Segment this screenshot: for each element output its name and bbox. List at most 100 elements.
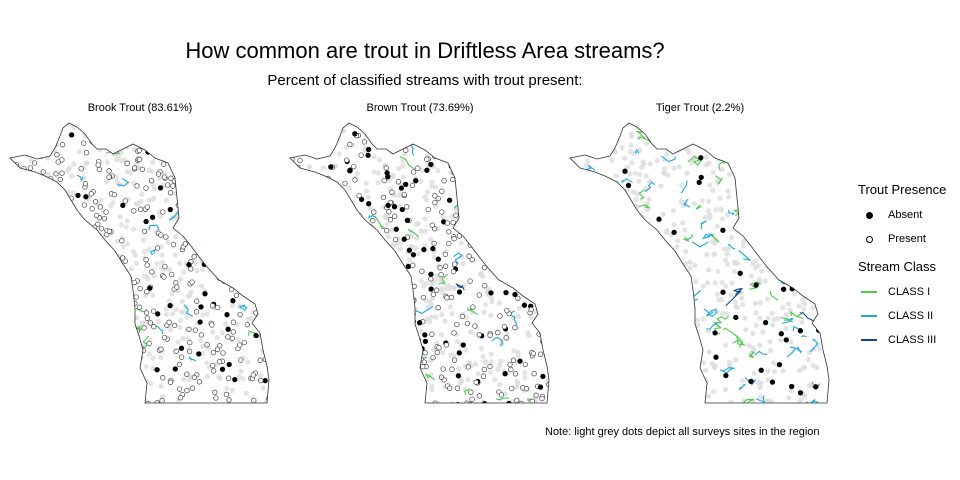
present-point — [119, 295, 125, 302]
present-point — [173, 162, 179, 168]
present-point — [358, 152, 364, 158]
survey-site-dot — [418, 278, 424, 284]
present-point — [161, 161, 167, 167]
present-point — [113, 263, 120, 270]
absent-point — [462, 215, 468, 221]
present-point — [531, 173, 537, 179]
survey-site-dot — [200, 134, 206, 140]
stream-line — [580, 205, 596, 212]
absent-point — [421, 246, 427, 253]
present-point — [387, 282, 393, 289]
survey-site-dot — [565, 391, 568, 396]
present-point — [503, 124, 509, 130]
survey-site-dot — [573, 225, 579, 231]
survey-site-dot — [293, 290, 299, 296]
survey-site-dot — [687, 259, 693, 265]
present-point — [386, 388, 392, 395]
present-point — [56, 390, 62, 396]
absent-point — [403, 330, 409, 336]
present-point — [464, 201, 470, 207]
survey-site-dot — [598, 252, 604, 258]
survey-site-dot — [227, 216, 233, 222]
survey-site-dot — [176, 129, 182, 136]
present-point — [20, 390, 26, 396]
present-point — [188, 158, 194, 164]
survey-site-dot — [784, 123, 791, 125]
present-point — [120, 291, 127, 298]
present-point — [313, 293, 320, 300]
survey-site-dot — [581, 358, 587, 364]
survey-site-dot — [799, 233, 805, 239]
survey-site-dot — [67, 258, 73, 264]
survey-site-dot — [728, 292, 735, 298]
stream-line — [484, 162, 493, 172]
survey-site-dot — [672, 320, 679, 326]
present-point — [297, 240, 303, 246]
survey-site-dot — [267, 405, 272, 410]
survey-site-dot — [570, 183, 573, 189]
present-point — [144, 262, 150, 268]
survey-site-dot — [577, 243, 584, 249]
absent-point — [93, 370, 99, 376]
absent-dot-icon — [865, 211, 873, 219]
survey-site-dot — [741, 126, 747, 132]
absent-point — [510, 167, 516, 174]
present-point — [216, 359, 223, 365]
survey-site-dot — [351, 258, 358, 265]
legend-presence-title: Trout Presence — [858, 182, 947, 197]
survey-site-dot — [801, 263, 807, 269]
survey-site-dot — [614, 209, 620, 215]
survey-site-dot — [456, 123, 462, 125]
absent-point — [75, 192, 81, 199]
stream-line — [706, 322, 719, 330]
stream-line — [800, 335, 808, 337]
survey-site-dot — [671, 392, 677, 398]
present-point — [214, 184, 221, 190]
present-point — [248, 292, 255, 298]
survey-site-dot — [805, 215, 811, 221]
survey-site-dot — [493, 174, 499, 181]
absent-point — [538, 218, 544, 224]
present-point — [478, 406, 483, 411]
absent-point — [204, 139, 210, 145]
survey-site-dot — [786, 166, 792, 172]
survey-site-dot — [703, 162, 709, 168]
survey-site-dot — [702, 214, 708, 221]
stream-line — [669, 350, 680, 360]
survey-site-dot — [732, 299, 738, 305]
survey-site-dot — [531, 273, 537, 279]
survey-site-dot — [683, 261, 689, 267]
survey-site-dot — [53, 221, 60, 227]
present-point — [160, 375, 166, 381]
present-point — [290, 123, 294, 125]
absent-point — [21, 234, 27, 240]
present-point — [435, 305, 441, 311]
legend-item-present: Present — [858, 227, 958, 251]
present-point — [108, 349, 115, 355]
survey-site-dot — [526, 174, 532, 180]
stream-line — [635, 226, 645, 233]
absent-point — [698, 174, 704, 181]
absent-point — [455, 373, 462, 379]
survey-site-dot — [595, 187, 601, 193]
present-point — [313, 346, 319, 352]
survey-site-dot — [102, 329, 108, 335]
present-point — [532, 217, 538, 223]
absent-point — [154, 367, 160, 373]
absent-point — [67, 270, 73, 277]
survey-site-dot — [384, 123, 390, 127]
survey-site-dot — [146, 351, 152, 357]
survey-site-dot — [390, 242, 396, 248]
survey-site-dot — [677, 118, 682, 123]
survey-site-dot — [23, 186, 29, 193]
survey-site-dot — [370, 371, 376, 377]
survey-site-dot — [506, 240, 512, 246]
present-point — [419, 123, 426, 126]
present-point — [21, 219, 27, 225]
survey-site-dot — [124, 118, 129, 122]
present-point — [226, 146, 232, 152]
survey-site-dot — [470, 139, 476, 145]
survey-site-dot — [620, 123, 626, 126]
stream-line — [64, 282, 72, 293]
survey-site-dot — [538, 404, 543, 409]
